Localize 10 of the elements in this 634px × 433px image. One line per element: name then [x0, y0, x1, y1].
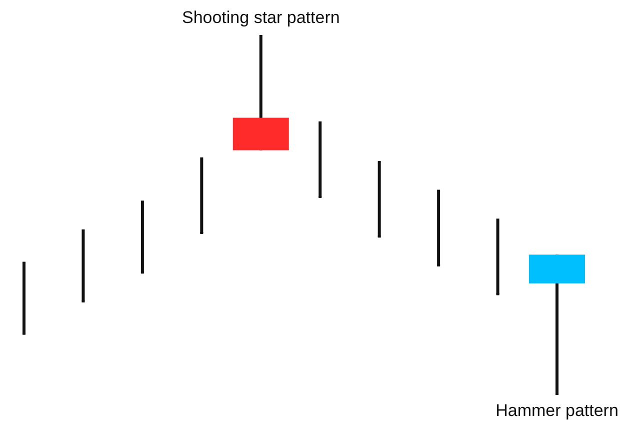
text: Shooting star pattern	[182, 8, 340, 28]
candlestick	[378, 161, 381, 238]
candlestick	[82, 229, 85, 302]
candlestick	[496, 218, 500, 296]
candlestick	[200, 157, 204, 234]
candlestick	[22, 262, 26, 335]
candlestick	[318, 121, 322, 198]
candlestick	[140, 200, 144, 274]
candlestick	[437, 190, 440, 266]
text: Hammer pattern	[496, 401, 618, 420]
